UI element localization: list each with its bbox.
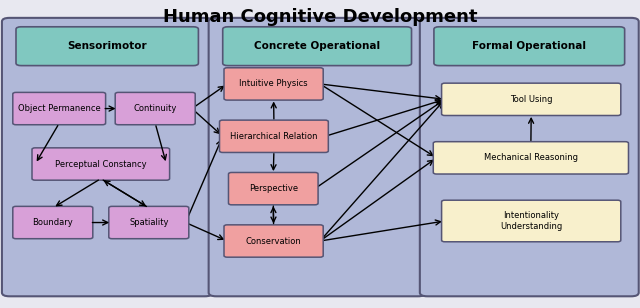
Text: Hierarchical Relation: Hierarchical Relation [230, 132, 317, 141]
FancyBboxPatch shape [442, 200, 621, 242]
FancyBboxPatch shape [420, 18, 639, 296]
FancyBboxPatch shape [442, 83, 621, 116]
FancyBboxPatch shape [209, 18, 426, 296]
Text: Boundary: Boundary [33, 218, 73, 227]
Text: Conservation: Conservation [246, 237, 301, 245]
Text: Concrete Operational: Concrete Operational [254, 41, 380, 51]
FancyBboxPatch shape [13, 92, 106, 125]
FancyBboxPatch shape [220, 120, 328, 152]
FancyBboxPatch shape [224, 225, 323, 257]
Text: Object Permanence: Object Permanence [18, 104, 100, 113]
FancyBboxPatch shape [109, 206, 189, 239]
FancyBboxPatch shape [32, 148, 170, 180]
FancyBboxPatch shape [16, 27, 198, 66]
FancyBboxPatch shape [223, 27, 412, 66]
FancyBboxPatch shape [433, 142, 628, 174]
FancyBboxPatch shape [13, 206, 93, 239]
Text: Perspective: Perspective [249, 184, 298, 193]
FancyBboxPatch shape [224, 68, 323, 100]
Text: Mechanical Reasoning: Mechanical Reasoning [484, 153, 578, 162]
Text: Tool Using: Tool Using [510, 95, 552, 104]
Text: Perceptual Constancy: Perceptual Constancy [55, 160, 147, 168]
Text: Sensorimotor: Sensorimotor [67, 41, 147, 51]
Text: Spatiality: Spatiality [129, 218, 168, 227]
Text: Continuity: Continuity [134, 104, 177, 113]
Text: Intentionality
Understanding: Intentionality Understanding [500, 211, 563, 231]
Text: Formal Operational: Formal Operational [472, 41, 586, 51]
FancyBboxPatch shape [434, 27, 625, 66]
FancyBboxPatch shape [228, 172, 318, 205]
Text: Intuitive Physics: Intuitive Physics [239, 79, 308, 88]
Text: Human Cognitive Development: Human Cognitive Development [163, 8, 477, 26]
FancyBboxPatch shape [2, 18, 212, 296]
FancyBboxPatch shape [115, 92, 195, 125]
